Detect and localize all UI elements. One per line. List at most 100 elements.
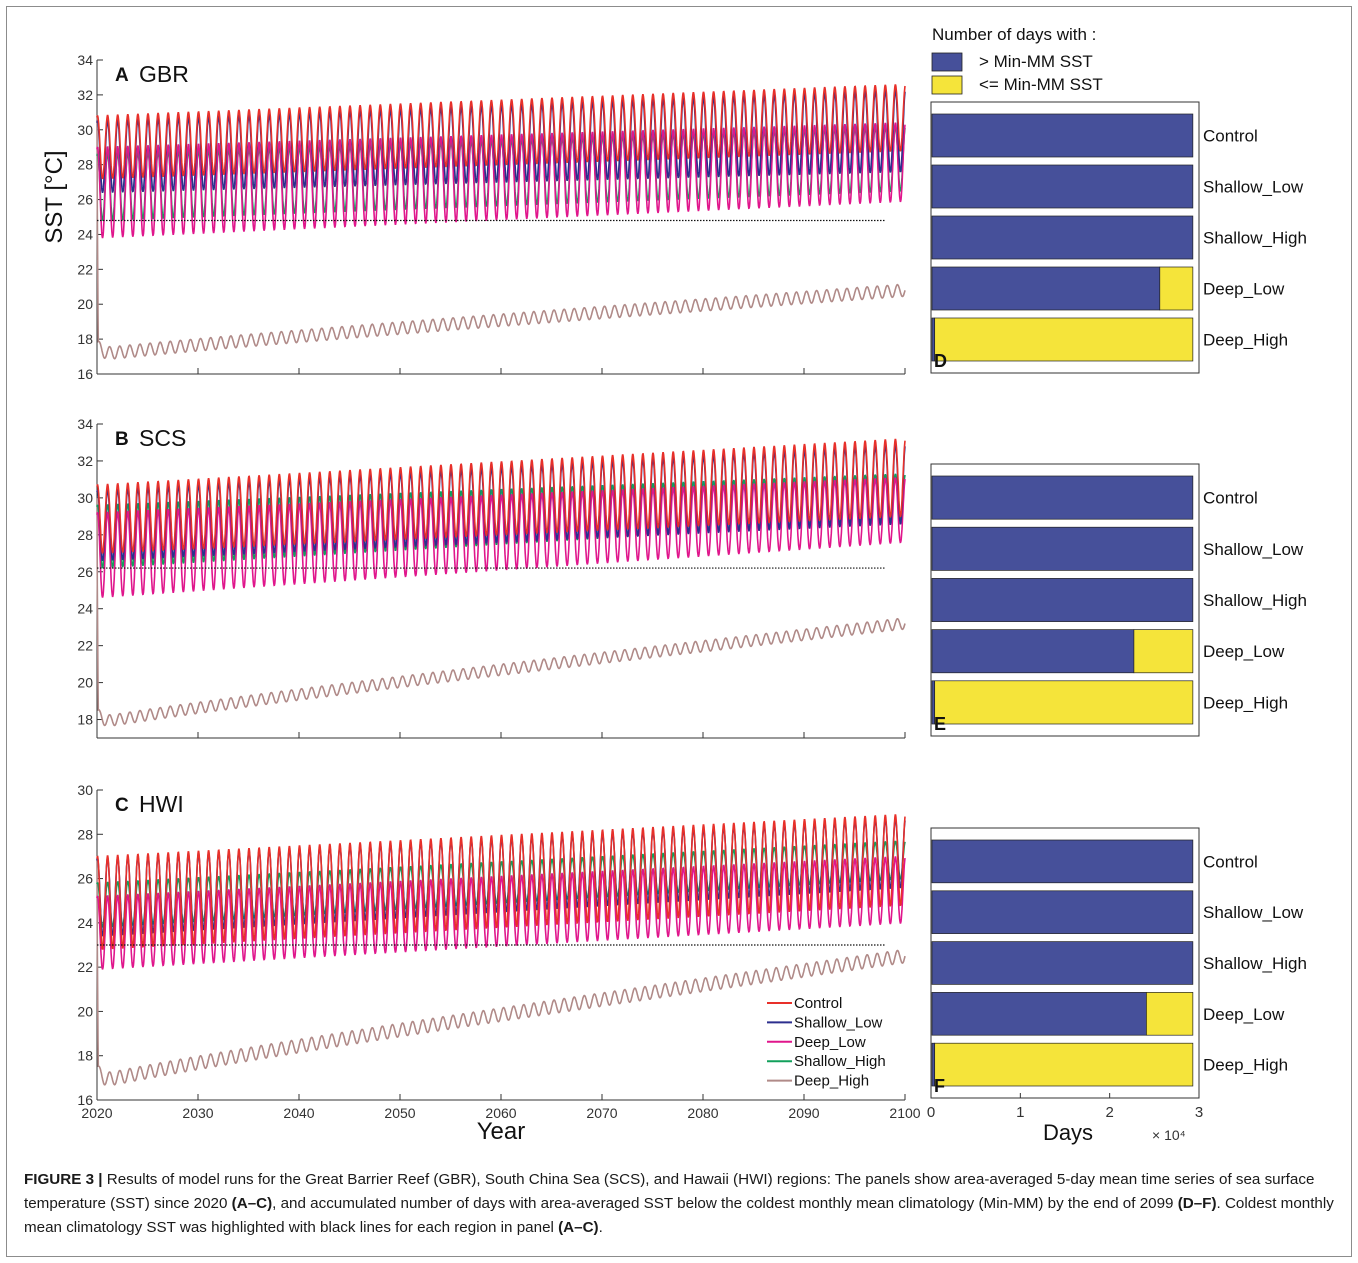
x-tick-label: 2070	[586, 1105, 617, 1121]
bar-above-shallow-high	[931, 578, 1194, 622]
bar-category-label: Deep_High	[1203, 693, 1288, 712]
x-tick-label: 2080	[687, 1105, 718, 1121]
y-tick-label: 20	[77, 1003, 93, 1019]
y-tick-label: 30	[77, 782, 93, 798]
bar-above-control	[931, 113, 1194, 158]
x-tick-label: 2030	[182, 1105, 213, 1121]
bar-panel-border	[930, 101, 1200, 374]
bar-above-shallow-high	[931, 215, 1194, 260]
y-tick-label: 28	[77, 157, 93, 173]
y-tick-label: 20	[77, 296, 93, 312]
caption-ref-1: (A–C)	[231, 1195, 273, 1212]
panel-region-label: HWI	[139, 791, 184, 817]
x-tick-label: 2040	[283, 1105, 314, 1121]
bar-category-label: Deep_Low	[1203, 1005, 1285, 1024]
series-line-deep-low	[96, 477, 906, 598]
panel-f: Control Shallow_Low Shallow_High Deep_Low De…	[927, 827, 1307, 1145]
bar-category-label: Deep_High	[1203, 331, 1288, 350]
y-tick-label: 26	[77, 192, 93, 208]
bar-above-deep-low	[931, 629, 1135, 674]
panel-letter: B	[115, 429, 129, 450]
bar-category-label: Shallow_High	[1203, 229, 1307, 248]
y-tick-label: 16	[77, 366, 93, 382]
x-axis-multiplier: × 10⁴	[1152, 1127, 1186, 1143]
x-tick-label: 2050	[384, 1105, 415, 1121]
panel-letter: C	[115, 795, 129, 816]
panel-letter: E	[934, 714, 946, 734]
bar-category-label: Shallow_High	[1203, 954, 1307, 973]
bar-legend-label-above: > Min-MM SST	[979, 52, 1093, 71]
legend-label: Shallow_High	[794, 1053, 886, 1070]
bar-above-control	[931, 475, 1194, 520]
x-tick-label: 2060	[485, 1105, 516, 1121]
y-tick-label: 28	[77, 527, 93, 543]
x-tick-label: 3	[1195, 1104, 1203, 1121]
x-axis-title: Days	[1043, 1120, 1093, 1145]
bar-legend-swatch-above	[931, 52, 963, 72]
bar-legend-title: Number of days with :	[932, 25, 1096, 44]
bar-panel-border	[930, 463, 1200, 737]
panel-letter: A	[115, 65, 129, 86]
panel-e: Control Shallow_Low Shallow_High Deep_Low De…	[930, 463, 1307, 737]
panel-c: 16 18 20 22 24 26 28 30 2020 2030 2040 2050 2060 2070…	[77, 782, 920, 1145]
bar-legend-swatch-below	[931, 75, 963, 95]
y-tick-label: 18	[77, 331, 93, 347]
bar-legend-label-below: <= Min-MM SST	[979, 75, 1103, 94]
caption-text-4: .	[598, 1219, 603, 1236]
bar-above-shallow-high	[931, 941, 1194, 985]
bar-above-deep-low	[931, 266, 1161, 311]
y-tick-label: 26	[77, 564, 93, 580]
bar-below-deep-low	[1159, 266, 1194, 311]
legend-label: Control	[794, 995, 842, 1012]
bar-above-control	[931, 839, 1194, 884]
bar-above-shallow-low	[931, 890, 1194, 934]
bar-category-label: Shallow_High	[1203, 591, 1307, 610]
panel-letter: D	[934, 351, 947, 371]
series-line-control	[96, 84, 906, 180]
y-tick-label: 28	[77, 826, 93, 842]
caption-ref-2: (D–F)	[1177, 1195, 1217, 1212]
x-tick-label: 2100	[889, 1105, 920, 1121]
x-axis-title: Year	[477, 1118, 526, 1145]
y-tick-label: 32	[77, 453, 93, 469]
series-line-deep-high	[96, 497, 906, 727]
y-tick-label: 16	[77, 1092, 93, 1108]
bar-category-label: Deep_Low	[1203, 642, 1285, 661]
bar-above-shallow-low	[931, 164, 1194, 209]
x-tick-label: 2	[1105, 1104, 1113, 1121]
caption-text-3: . Coldest monthly mean climatology SST w…	[24, 1195, 1334, 1236]
series-line-deep-low	[96, 856, 906, 970]
x-tick-label: 2020	[81, 1105, 112, 1121]
y-axis-title: SST [°C]	[41, 150, 68, 243]
caption-text-2: , and accumulated number of days with ar…	[272, 1195, 1178, 1212]
bar-panel-border	[930, 827, 1200, 1099]
bar-above-deep-low	[931, 992, 1147, 1036]
bar-category-label: Control	[1203, 489, 1258, 508]
y-tick-label: 22	[77, 959, 93, 975]
y-tick-label: 24	[77, 226, 93, 242]
bar-above-shallow-low	[931, 526, 1194, 571]
legend-label: Deep_High	[794, 1073, 869, 1090]
x-tick-label: 0	[927, 1104, 935, 1121]
y-tick-label: 34	[77, 416, 93, 432]
bar-below-deep-high	[934, 1042, 1194, 1087]
bar-below-deep-high	[934, 317, 1194, 362]
bar-below-deep-low	[1146, 992, 1194, 1036]
x-tick-label: 2090	[788, 1105, 819, 1121]
bar-below-deep-low	[1133, 629, 1194, 674]
bar-category-label: Deep_Low	[1203, 280, 1285, 299]
y-tick-label: 18	[77, 1048, 93, 1064]
series-legend: Control Shallow_Low Deep_Low Shallow_High De…	[767, 995, 886, 1090]
bar-category-label: Control	[1203, 852, 1258, 871]
y-tick-label: 30	[77, 490, 93, 506]
series-line-deep-high	[96, 115, 906, 360]
panel-region-label: SCS	[139, 425, 186, 451]
bar-category-label: Deep_High	[1203, 1056, 1288, 1075]
bar-legend: Number of days with : > Min-MM SST <= Min-…	[931, 25, 1103, 95]
panel-letter: F	[934, 1076, 945, 1096]
panel-region-label: GBR	[139, 61, 189, 87]
y-tick-label: 26	[77, 871, 93, 887]
y-tick-label: 22	[77, 261, 93, 277]
y-tick-label: 30	[77, 122, 93, 138]
y-tick-label: 18	[77, 712, 93, 728]
